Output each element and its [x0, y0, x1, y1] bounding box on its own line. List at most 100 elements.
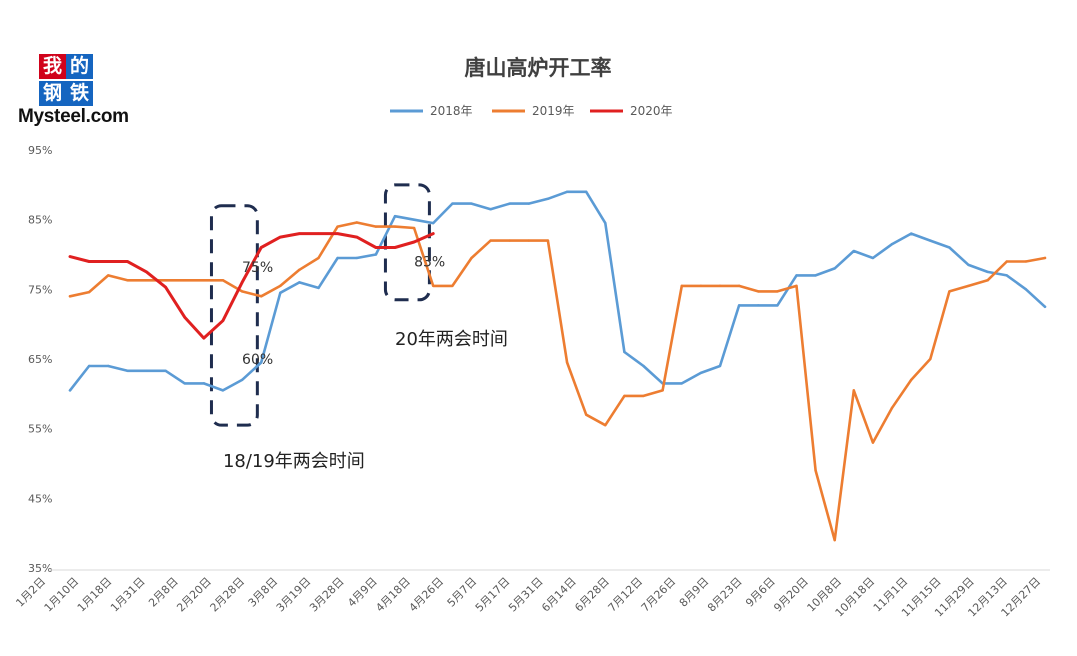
- data-point: [871, 441, 875, 444]
- x-tick-label: 7月12日: [606, 575, 646, 615]
- data-point: [68, 389, 72, 392]
- data-point: [279, 291, 282, 295]
- highlight-box: [209, 204, 259, 427]
- data-point: [259, 295, 263, 298]
- data-point: [757, 290, 760, 293]
- data-point: [833, 538, 836, 542]
- data-point: [929, 357, 932, 361]
- data-point: [355, 256, 358, 260]
- data-point: [604, 221, 607, 225]
- data-point: [623, 350, 626, 354]
- data-point: [489, 208, 492, 211]
- data-point: [164, 286, 167, 289]
- x-tick-label: 4月26日: [407, 575, 447, 615]
- series-points: [68, 190, 1047, 392]
- x-axis: 1月2日1月10日1月18日1月31日2月8日2月20日2月28日3月8日3月1…: [13, 575, 1043, 620]
- x-tick-label: 1月31日: [108, 575, 148, 615]
- data-point: [68, 255, 72, 258]
- highlight-boxes: [209, 183, 431, 427]
- data-point: [126, 369, 129, 373]
- x-tick-label: 7月26日: [639, 575, 679, 615]
- logo-char-wo: 我: [39, 54, 66, 79]
- data-point: [527, 202, 531, 205]
- legend-label: 2020年: [630, 104, 673, 118]
- data-point: [259, 246, 263, 249]
- data-point: [661, 389, 664, 392]
- logo-wordmark: Mysteel.com: [18, 106, 129, 127]
- data-point: [833, 267, 836, 270]
- data-point: [221, 389, 225, 392]
- x-tick-label: 8月23日: [705, 575, 745, 615]
- data-point: [1024, 288, 1028, 291]
- data-point: [1043, 305, 1047, 308]
- data-point: [164, 279, 167, 282]
- data-point: [393, 214, 397, 218]
- data-point: [336, 256, 339, 260]
- mysteel-logo: 我 的 钢 铁 Mysteel.com: [18, 52, 148, 132]
- x-tick-label: 6月28日: [572, 575, 612, 615]
- data-point: [107, 364, 110, 368]
- logo-char-de: 的: [66, 54, 93, 79]
- data-point: [145, 279, 148, 282]
- data-point: [508, 239, 511, 242]
- data-point: [412, 218, 416, 221]
- data-point: [642, 394, 645, 398]
- data-point: [584, 190, 588, 193]
- data-point: [279, 284, 282, 288]
- data-point: [183, 279, 186, 282]
- data-point: [202, 279, 206, 282]
- data-point: [126, 279, 129, 282]
- data-point: [317, 256, 320, 260]
- data-point: [355, 221, 358, 224]
- data-point: [279, 235, 282, 239]
- x-tick-label: 4月18日: [373, 575, 413, 615]
- series-line: [68, 190, 1047, 392]
- data-point: [1005, 274, 1008, 277]
- data-point: [240, 290, 244, 293]
- data-point: [737, 284, 741, 288]
- data-point: [814, 274, 817, 277]
- y-tick-label: 75%: [28, 283, 52, 296]
- data-point: [814, 469, 817, 472]
- data-point: [852, 249, 856, 253]
- chart-title: 唐山高炉开工率: [465, 55, 612, 80]
- data-point: [909, 232, 913, 235]
- x-tick-label: 5月17日: [473, 575, 513, 615]
- data-point: [795, 274, 798, 277]
- legend-label: 2018年: [430, 104, 473, 118]
- data-point: [432, 221, 435, 225]
- x-tick-label: 3月28日: [307, 575, 347, 615]
- data-point: [432, 284, 435, 288]
- data-point: [107, 274, 110, 277]
- y-tick-label: 65%: [28, 353, 52, 366]
- data-point: [470, 202, 473, 205]
- data-point: [240, 281, 244, 284]
- series-points: [68, 232, 435, 340]
- data-point: [259, 361, 263, 364]
- data-point: [145, 270, 148, 274]
- data-point: [546, 239, 550, 242]
- data-point: [584, 413, 588, 416]
- series-line: [68, 232, 435, 340]
- data-point: [718, 284, 722, 288]
- x-tick-label: 1月10日: [42, 575, 82, 615]
- annotation-label: 18/19年两会时间: [223, 451, 365, 472]
- data-point: [221, 279, 225, 282]
- data-point: [852, 389, 856, 392]
- data-point: [604, 423, 607, 427]
- data-point: [183, 382, 186, 385]
- data-point: [986, 279, 989, 282]
- data-point: [680, 382, 683, 385]
- series-line: [68, 221, 1047, 542]
- data-point: [393, 246, 397, 249]
- data-point: [412, 240, 416, 244]
- data-point: [87, 364, 91, 368]
- data-point: [623, 394, 626, 398]
- x-tick-label: 9月20日: [771, 575, 811, 615]
- data-point: [948, 246, 951, 249]
- data-point: [986, 270, 989, 274]
- data-point: [680, 284, 683, 288]
- data-point: [909, 378, 913, 382]
- data-point: [298, 281, 301, 284]
- y-tick-label: 35%: [28, 562, 52, 575]
